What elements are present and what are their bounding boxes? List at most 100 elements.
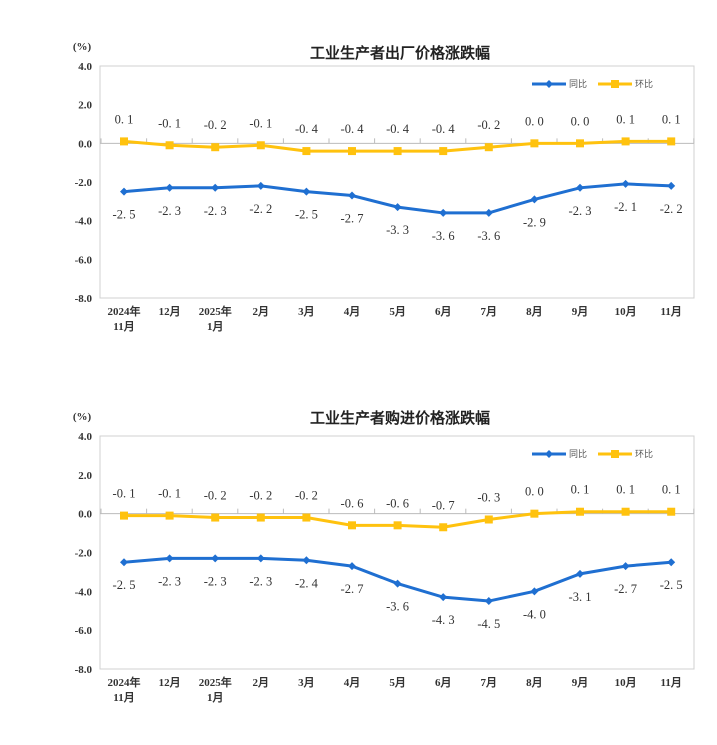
x-tick-label: 3月 [298, 305, 315, 318]
data-point-square [393, 521, 402, 530]
data-point-diamond [120, 558, 128, 567]
data-point-diamond [393, 579, 402, 588]
x-tick-label: 1月 [207, 691, 224, 704]
data-label: -2. 3 [569, 204, 592, 218]
x-tick-label: 2月 [253, 305, 270, 318]
data-label: -0. 2 [295, 489, 318, 503]
x-tick-label: 7月 [481, 305, 498, 318]
data-point-diamond [576, 183, 584, 192]
data-point-diamond [621, 179, 630, 188]
x-tick-label: 4月 [344, 305, 361, 318]
x-tick-label: 2月 [253, 676, 270, 689]
y-tick-label: 0.0 [78, 138, 92, 150]
data-label: -2. 1 [614, 200, 637, 214]
data-label: -2. 3 [249, 574, 272, 588]
data-point-square [667, 137, 676, 146]
x-tick-label: 3月 [298, 676, 315, 689]
legend-label: 同比 [569, 78, 587, 90]
data-label: -3. 3 [386, 223, 409, 237]
data-label: -2. 7 [614, 582, 637, 596]
x-tick-label: 11月 [113, 320, 134, 333]
plot-area [99, 65, 695, 299]
data-label: -3. 1 [569, 590, 592, 604]
data-point-square [348, 521, 356, 530]
data-point-square [667, 507, 676, 516]
data-point-square [120, 137, 128, 146]
chart-title: 工业生产者购进价格涨跌幅 [310, 409, 490, 427]
x-tick-label: 4月 [344, 676, 361, 689]
data-label: 0. 0 [571, 114, 590, 128]
data-label: -2. 3 [204, 574, 227, 588]
data-point-square [484, 515, 493, 524]
data-point-square [165, 141, 174, 150]
data-label: -2. 3 [158, 574, 181, 588]
x-tick-label: 7月 [481, 676, 498, 689]
data-point-diamond [211, 183, 220, 192]
x-tick-label: 6月 [435, 305, 452, 318]
data-point-diamond [120, 187, 128, 196]
data-label: 0. 1 [616, 483, 635, 497]
data-label: -0. 2 [249, 489, 272, 503]
x-tick-label: 6月 [435, 676, 452, 689]
data-label: -2. 3 [158, 204, 181, 218]
x-tick-label: 2024年 [108, 304, 141, 318]
x-tick-label: 8月 [526, 676, 543, 689]
data-point-square [302, 147, 311, 156]
chart-output-price: 工业生产者出厂价格涨跌幅 (%) 4.0 2.0 0.0 -2.0 -4.0 -6.0 -8.0… [73, 41, 695, 333]
y-tick-label: 0.0 [78, 509, 92, 521]
data-label: -0. 7 [432, 498, 455, 512]
plot-area [99, 435, 695, 670]
x-tick-label: 11月 [660, 676, 681, 689]
data-label: -0. 4 [295, 122, 319, 136]
x-tick-label: 2025年 [199, 304, 232, 318]
data-label: -0. 4 [386, 122, 410, 136]
y-axis-unit: (%) [73, 411, 92, 423]
data-point-diamond [211, 554, 220, 563]
y-tick-label: 4.0 [78, 431, 92, 443]
legend-label: 同比 [569, 448, 587, 460]
data-point-square [621, 137, 630, 146]
data-point-square [256, 513, 265, 522]
y-tick-label: -4.0 [75, 586, 93, 598]
legend-marker-diamond [545, 80, 553, 88]
chart-title: 工业生产者出厂价格涨跌幅 [310, 44, 490, 62]
data-label: -0. 1 [249, 116, 272, 130]
legend-marker-square [611, 80, 619, 88]
data-point-diamond [667, 181, 676, 190]
data-label: -2. 5 [113, 578, 136, 592]
x-tick-label: 2024年 [108, 675, 141, 689]
data-point-diamond [439, 593, 448, 602]
data-point-diamond [302, 187, 311, 196]
data-label: -0. 1 [158, 116, 181, 130]
data-point-diamond [576, 569, 584, 578]
data-label: 0. 1 [616, 112, 635, 126]
x-tick-label: 9月 [572, 305, 589, 318]
y-tick-label: -6.0 [75, 625, 93, 637]
data-label: -0. 6 [386, 496, 409, 510]
data-label: -3. 6 [477, 229, 500, 243]
legend-marker-diamond [545, 450, 553, 458]
legend-label: 环比 [635, 448, 653, 460]
data-point-square [302, 513, 311, 522]
data-label: -0. 1 [113, 487, 136, 501]
data-label: -3. 6 [386, 600, 409, 614]
data-point-square [484, 143, 493, 152]
x-tick-label: 12月 [159, 676, 181, 689]
data-label: -4. 0 [523, 607, 546, 621]
y-tick-label: -2.0 [75, 548, 93, 560]
x-tick-label: 5月 [389, 676, 406, 689]
data-point-diamond [256, 554, 265, 563]
data-point-diamond [530, 587, 539, 596]
x-tick-label: 2025年 [199, 675, 232, 689]
data-point-diamond [348, 562, 356, 571]
data-label: -0. 4 [432, 122, 456, 136]
data-point-square [576, 139, 584, 148]
data-label: -2. 3 [204, 204, 227, 218]
data-label: -2. 7 [341, 212, 364, 226]
data-label: 0. 1 [571, 483, 590, 497]
data-label: 0. 1 [662, 112, 681, 126]
y-tick-label: 2.0 [78, 470, 92, 482]
data-point-diamond [484, 597, 493, 606]
data-label: 0. 0 [525, 114, 544, 128]
x-tick-label: 12月 [159, 305, 181, 318]
